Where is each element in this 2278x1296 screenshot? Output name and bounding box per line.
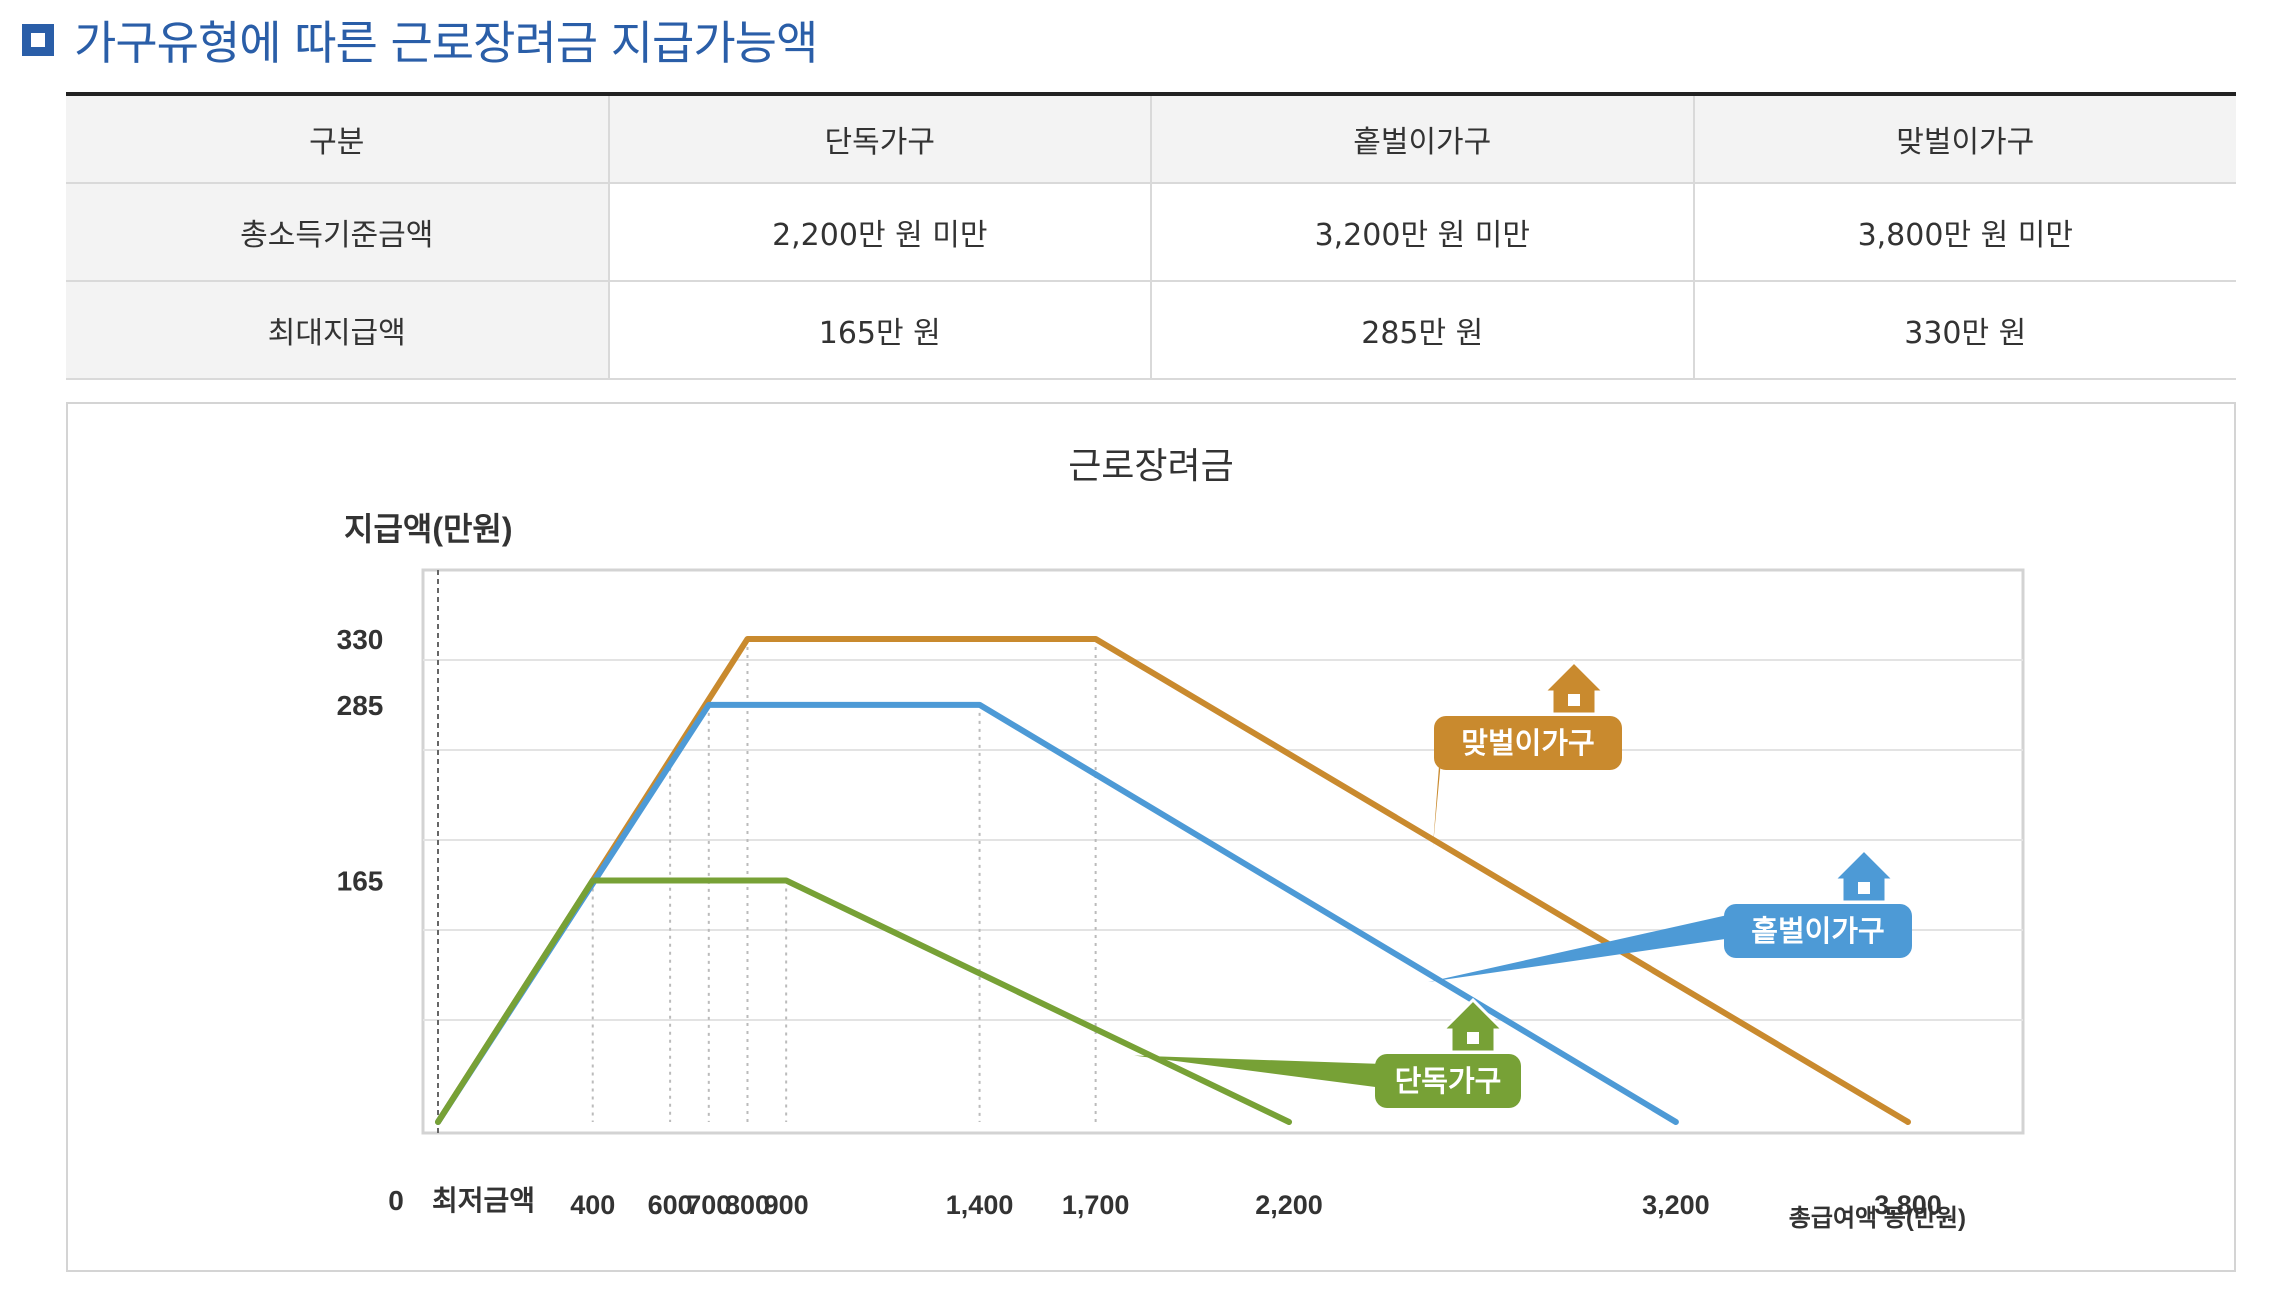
x-tick-label: 최저금액 <box>432 1185 535 1216</box>
x-tick-label: 400 <box>570 1190 615 1220</box>
square-bullet-icon <box>22 24 54 56</box>
section-heading: 가구유형에 따른 근로장려금 지급가능액 <box>22 10 818 70</box>
row-label: 총소득기준금액 <box>66 183 609 282</box>
x-tick-label: 2,200 <box>1255 1190 1323 1220</box>
callout-box <box>1434 716 1622 770</box>
callout-box <box>1375 1054 1521 1108</box>
x-tick-label: 3,800 <box>1874 1190 1942 1220</box>
table-cell: 3,800만 원 미만 <box>1692 183 2236 282</box>
table-cell: 330만 원 <box>1692 281 2236 380</box>
chart-title: 근로장려금 <box>1068 445 1234 486</box>
x-tick-label: 1,700 <box>1062 1190 1130 1220</box>
table-row: 총소득기준금액 2,200만 원 미만 3,200만 원 미만 3,800만 원… <box>66 183 2236 282</box>
table-row: 최대지급액 165만 원 285만 원 330만 원 <box>66 281 2236 380</box>
callout-pointer <box>1428 914 1732 983</box>
x-tick-label: 800 <box>725 1190 770 1220</box>
x-tick-label: 600 <box>648 1190 693 1220</box>
header-dual-earner: 맞벌이가구 <box>1692 92 2236 184</box>
house-window-icon <box>1467 1032 1479 1044</box>
y-tick-label: 330 <box>337 624 384 655</box>
y-tick-label: 165 <box>337 866 384 897</box>
callout-box <box>1724 904 1912 958</box>
header-category: 구분 <box>66 92 609 184</box>
x-axis-label: 총급여액 등(만원) <box>1789 1205 1966 1232</box>
benefit-table: 구분 단독가구 홑벌이가구 맞벌이가구 총소득기준금액 2,200만 원 미만 … <box>66 92 2236 380</box>
x-tick-label: 3,200 <box>1642 1190 1710 1220</box>
callout-pointer <box>1134 1055 1383 1088</box>
x-tick-label: 700 <box>686 1190 731 1220</box>
series-label: 맞벌이가구 <box>1461 727 1594 760</box>
table-header-row: 구분 단독가구 홑벌이가구 맞벌이가구 <box>66 92 2236 184</box>
x-tick-label: 1,400 <box>946 1190 1014 1220</box>
row-label: 최대지급액 <box>66 281 609 380</box>
table-cell: 165만 원 <box>607 281 1151 380</box>
series-line <box>435 877 1293 1125</box>
y-tick-label: 285 <box>337 690 384 721</box>
house-window-icon <box>1568 694 1580 706</box>
section-title: 가구유형에 따른 근로장려금 지급가능액 <box>74 16 818 70</box>
house-icon <box>1830 847 1898 904</box>
series-label: 단독가구 <box>1395 1065 1502 1098</box>
y-tick-label: 0 <box>388 1185 404 1216</box>
header-single-earner: 홑벌이가구 <box>1150 92 1694 184</box>
series-label: 홑벌이가구 <box>1751 915 1884 948</box>
house-icon <box>1540 659 1608 716</box>
table-cell: 3,200만 원 미만 <box>1150 183 1694 282</box>
table-cell: 2,200만 원 미만 <box>607 183 1151 282</box>
house-icon <box>1439 997 1507 1054</box>
header-single: 단독가구 <box>607 92 1151 184</box>
callout-pointer <box>1432 726 1442 848</box>
table-cell: 285만 원 <box>1150 281 1694 380</box>
house-window-icon <box>1858 882 1870 894</box>
y-axis-label: 지급액(만원) <box>344 511 513 547</box>
x-tick-label: 900 <box>764 1190 809 1220</box>
